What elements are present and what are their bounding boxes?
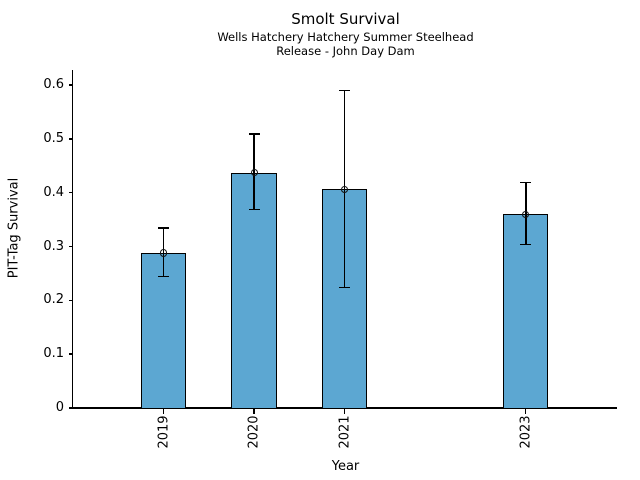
bar: [503, 214, 549, 409]
x-tick-mark: [343, 409, 346, 414]
error-bar-cap-bottom: [248, 208, 260, 211]
chart-subtitle-line1: Wells Hatchery Hatchery Summer Steelhead: [217, 30, 474, 44]
error-bar-cap-bottom: [520, 243, 532, 246]
y-axis-spine: [71, 70, 74, 410]
error-bar-cap-top: [248, 133, 260, 135]
error-bar-cap-bottom: [339, 286, 351, 289]
x-tick-label: 2023: [518, 415, 534, 449]
y-tick-label: 0.6: [43, 77, 64, 93]
y-tick-mark: [68, 84, 73, 86]
y-tick-label: 0.1: [43, 346, 64, 362]
x-tick-mark: [253, 409, 255, 414]
error-bar-cap-bottom: [158, 275, 170, 278]
x-tick-mark: [162, 409, 165, 414]
y-tick-mark: [68, 192, 73, 194]
y-tick-mark: [68, 138, 73, 140]
mean-marker: [159, 249, 168, 257]
chart-subtitle-line2: Release - John Day Dam: [276, 44, 415, 58]
y-tick-label: 0: [55, 400, 64, 415]
y-tick-mark: [68, 245, 73, 248]
y-tick-label: 0.5: [43, 130, 64, 146]
y-tick-mark: [68, 299, 73, 302]
mean-marker: [341, 185, 349, 194]
y-tick-label: 0.2: [43, 292, 64, 308]
x-tick-label: 2021: [337, 415, 353, 449]
bar: [231, 172, 277, 409]
x-tick-label: 2020: [246, 415, 262, 449]
x-tick-label: 2019: [156, 415, 172, 449]
mean-marker: [250, 169, 258, 177]
y-tick-mark: [68, 353, 73, 355]
bar: [140, 252, 187, 409]
y-tick-label: 0.4: [43, 184, 64, 200]
mean-marker: [522, 210, 530, 218]
x-tick-mark: [525, 409, 527, 414]
error-bar-cap-top: [520, 181, 532, 184]
y-tick-label: 0.3: [43, 238, 64, 254]
error-bar-cap-top: [158, 227, 170, 229]
x-axis-label: Year: [331, 459, 360, 474]
error-bar-cap-top: [339, 89, 351, 92]
chart-title: Smolt Survival: [291, 10, 400, 28]
y-tick-mark: [68, 407, 73, 409]
